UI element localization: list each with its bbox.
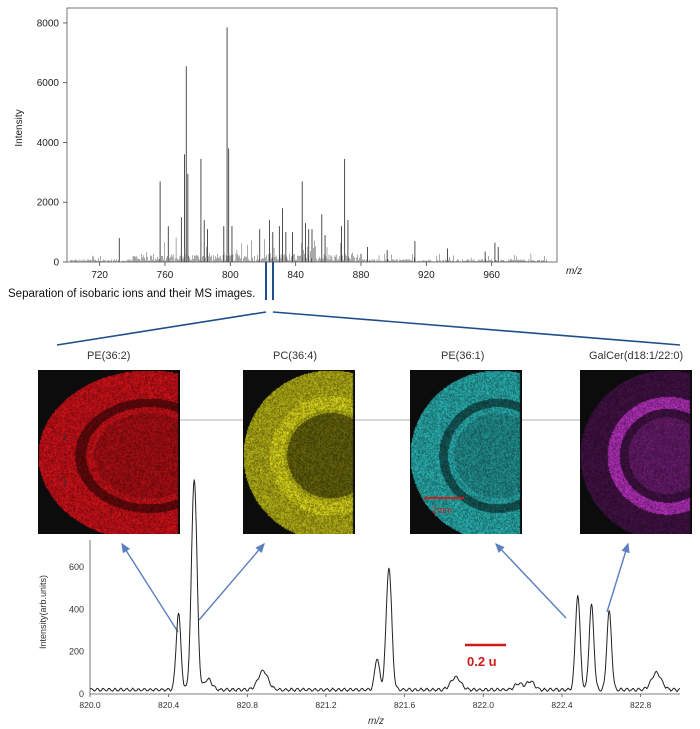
- top-plot-frame: [66, 7, 558, 263]
- side-tick-2: 1: [62, 477, 68, 487]
- side-tick-1: 1: [62, 432, 68, 442]
- top-y-axis-label: Intensity: [14, 109, 25, 146]
- bottom-x-tick-label: 820.4: [158, 700, 180, 710]
- bottom-x-tick-label: 820.0: [79, 700, 101, 710]
- bottom-x-tick-label: 820.8: [237, 700, 259, 710]
- top-x-tick-label: 760: [157, 270, 174, 281]
- ms-image-label-pc36-4: PC(36:4): [273, 350, 318, 362]
- ms-image-pe36-1-scale-label: 2mm: [432, 505, 452, 515]
- top-y-tick-label: 0: [53, 258, 59, 269]
- top-x-tick-label: 920: [418, 270, 435, 281]
- bottom-y-tick-label: 600: [69, 562, 84, 572]
- ms-image-pe36-1: [410, 370, 522, 534]
- ms-image-label-pe36-2: PE(36:2): [87, 350, 131, 362]
- top-x-tick-label: 720: [91, 270, 108, 281]
- bottom-y-tick-label: 0: [79, 689, 84, 699]
- top-spectrum-noise: [70, 237, 549, 262]
- bottom-x-tick-label: 822.8: [630, 700, 652, 710]
- ms-image-label-galcer: GalCer(d18:1/22:0): [589, 350, 684, 362]
- top-x-tick-label: 960: [483, 270, 500, 281]
- top-y-tick-label: 4000: [37, 138, 60, 149]
- ms-image-galcer: [580, 370, 692, 534]
- ms-image-label-pe36-1: PE(36:1): [441, 350, 485, 362]
- top-x-axis-label: m/z: [566, 266, 582, 277]
- top-x-tick-label: 840: [287, 270, 304, 281]
- bottom-y-tick-label: 200: [69, 647, 84, 657]
- top-noise-lines: [70, 237, 549, 262]
- bottom-x-tick-label: 821.2: [315, 700, 337, 710]
- bottom-x-axis-label: m/z: [368, 716, 384, 727]
- top-x-ticks: 720 760 800 840 880 920 960: [91, 262, 500, 281]
- bottom-x-ticks: 820.0 820.4 820.8 821.2 821.6 822.0 822.4 822.8: [79, 694, 652, 710]
- scale-bar-label: 0.2 u: [467, 654, 497, 669]
- bottom-x-tick-label: 822.0: [473, 700, 495, 710]
- ms-image-pe36-2: [38, 370, 180, 534]
- bottom-y-tick-label: 400: [69, 604, 84, 614]
- bottom-y-axis-label: Intensity(arb.units): [38, 575, 48, 649]
- ms-image-pc36-4: [243, 370, 355, 534]
- bottom-x-tick-label: 821.6: [394, 700, 416, 710]
- bottom-spectrum-line: [89, 479, 681, 693]
- top-y-tick-label: 6000: [37, 78, 60, 89]
- bottom-y-ticks: 0 200 400 600: [69, 562, 84, 699]
- top-y-tick-label: 8000: [37, 18, 60, 29]
- top-spectrum-peaks: [118, 27, 499, 262]
- top-x-tick-label: 880: [353, 270, 370, 281]
- bottom-x-tick-label: 822.4: [551, 700, 573, 710]
- top-x-tick-label: 800: [222, 270, 239, 281]
- figure-caption: Separation of isobaric ions and their MS…: [8, 288, 256, 300]
- top-y-ticks: 0 2000 4000 6000 8000: [37, 18, 67, 269]
- top-y-tick-label: 2000: [37, 198, 60, 209]
